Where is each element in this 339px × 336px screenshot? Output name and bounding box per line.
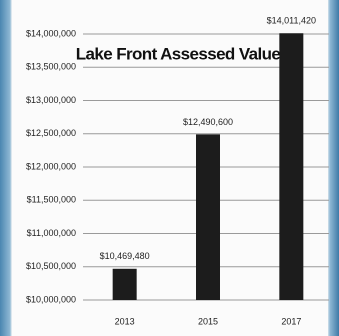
y-tick-label: $13,500,000 — [26, 62, 76, 72]
bar — [279, 33, 304, 300]
x-tick-label: 2015 — [198, 316, 218, 326]
value-label: $14,011,420 — [267, 16, 316, 26]
value-label: $12,490,600 — [183, 117, 233, 127]
bar — [196, 134, 220, 300]
y-tick-label: $10,000,000 — [26, 294, 76, 304]
x-tick-label: 2017 — [281, 316, 301, 326]
y-tick-label: $13,000,000 — [26, 95, 76, 105]
y-tick-label: $10,500,000 — [26, 261, 76, 271]
chart-panel — [12, 0, 328, 336]
chart-title: Lake Front Assessed Value — [76, 44, 281, 63]
y-tick-label: $11,000,000 — [27, 228, 76, 238]
y-tick-label: $14,000,000 — [26, 28, 76, 38]
y-tick-label: $12,500,000 — [26, 128, 76, 138]
y-tick-label: $12,000,000 — [26, 161, 76, 171]
value-label: $10,469,480 — [100, 251, 150, 261]
bar — [112, 268, 137, 300]
x-tick-label: 2013 — [115, 316, 135, 326]
y-tick-label: $11,500,000 — [27, 195, 76, 205]
